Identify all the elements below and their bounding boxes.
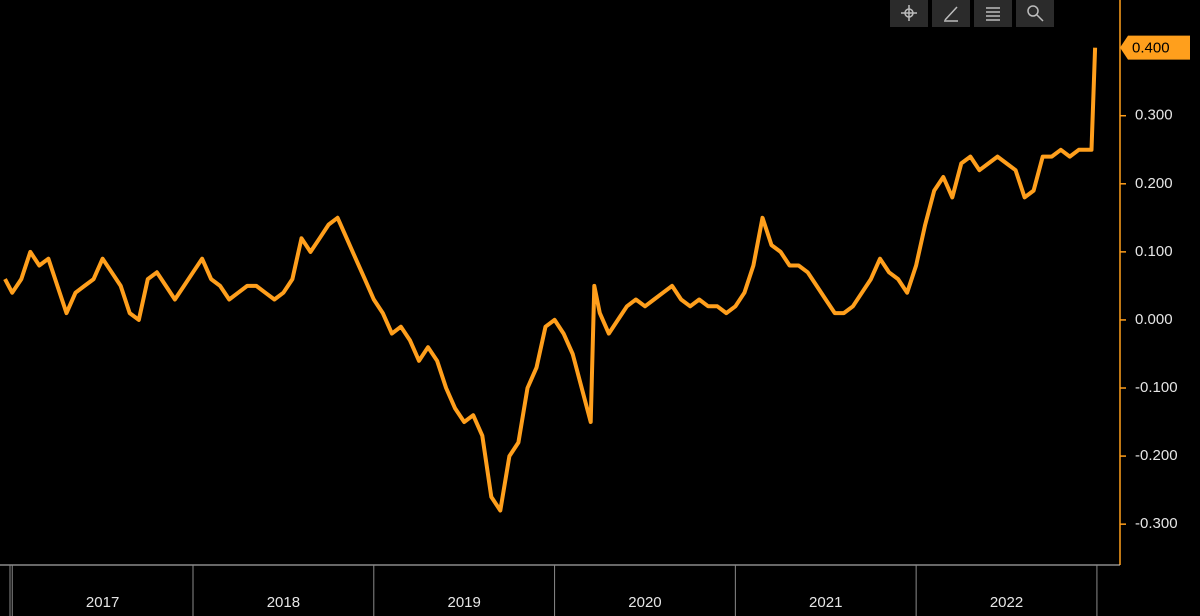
y-tick-label: 0.300 (1135, 107, 1173, 124)
y-tick-label: 0.000 (1135, 311, 1173, 328)
x-tick-label: 2022 (990, 594, 1023, 611)
series-line (3, 47, 1098, 513)
x-tick-label: 2019 (447, 594, 480, 611)
y-tick-label: 0.100 (1135, 243, 1173, 260)
crosshair-button[interactable] (890, 0, 928, 27)
y-tick-label: 0.200 (1135, 175, 1173, 192)
last-value-box (1120, 35, 1190, 60)
x-tick-label: 2020 (628, 594, 661, 611)
zoom-button[interactable] (1016, 0, 1054, 27)
y-tick-label: -0.300 (1135, 515, 1178, 532)
toolbar (890, 0, 1054, 27)
x-tick-label: 2017 (86, 594, 119, 611)
last-value-label: 0.400 (1132, 40, 1170, 57)
y-tick-label: -0.100 (1135, 379, 1178, 396)
x-tick-label: 2021 (809, 594, 842, 611)
y-tick-label: -0.200 (1135, 447, 1178, 464)
draw-button[interactable] (932, 0, 970, 27)
legend-button[interactable] (974, 0, 1012, 27)
x-tick-label: 2018 (267, 594, 300, 611)
